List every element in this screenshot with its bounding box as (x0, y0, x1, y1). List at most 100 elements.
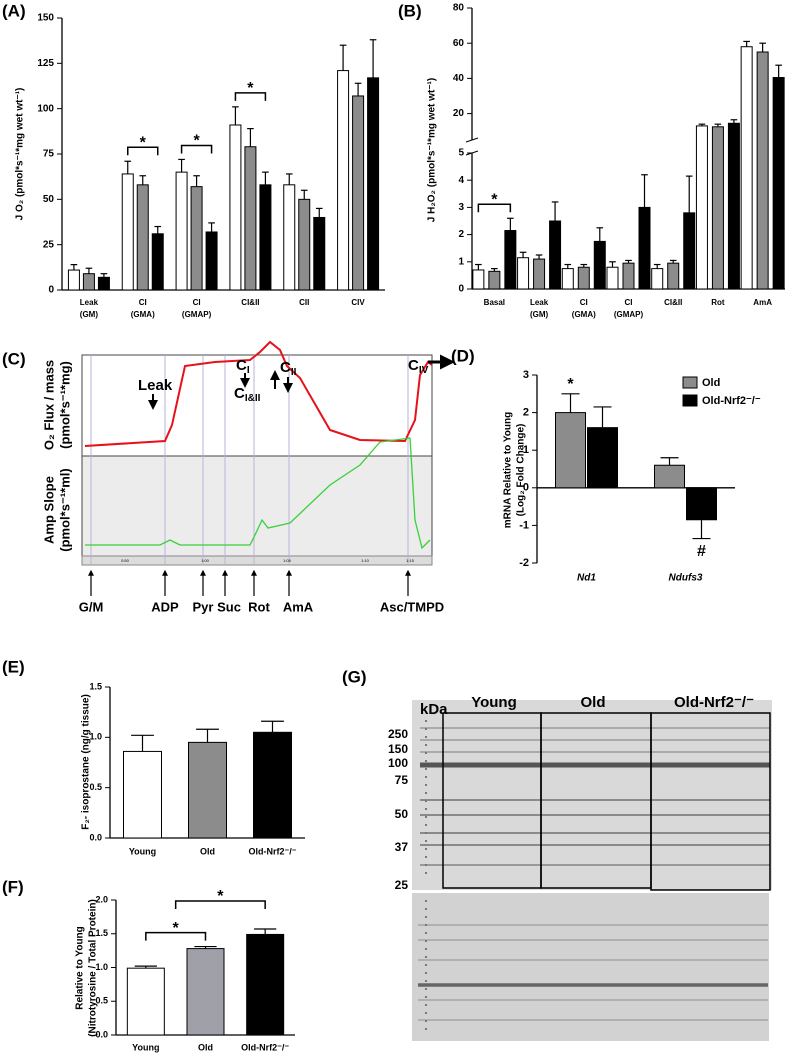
marker-label: 100 (388, 756, 408, 770)
y-tick-label: 5 (458, 148, 464, 159)
x-tick-label: Leak (530, 298, 549, 307)
bar (504, 230, 517, 290)
flux-trace (84, 340, 433, 447)
state-sub: I (247, 365, 250, 376)
x-tick-label: CI (193, 298, 201, 307)
y-tick-label: 2 (458, 229, 464, 240)
y-tick-label: 50 (43, 194, 55, 205)
y-axis-title: J O₂ (pmol*s⁻¹*mg wet wt⁻¹) (15, 88, 26, 221)
bar (683, 212, 696, 290)
x-tick-label: (GM) (80, 310, 99, 319)
x-tick-label: Basal (484, 298, 505, 307)
flux-plot (81, 354, 433, 457)
bar (188, 741, 227, 839)
y-tick-label: -2 (519, 557, 529, 569)
axis-break (465, 137, 479, 143)
bar (97, 276, 110, 291)
time-strip (81, 555, 433, 566)
y-axis-title: Amp Slope (41, 476, 56, 544)
significance-bracket (127, 146, 159, 156)
bar (593, 240, 606, 290)
bar (638, 206, 651, 290)
state-sub: IV (419, 365, 429, 376)
time-label: 1:15 (406, 558, 415, 563)
x-tick-label: (GMA) (572, 310, 596, 319)
significance-mark: * (140, 134, 147, 151)
bar (517, 257, 530, 290)
bar (606, 266, 619, 290)
bar (549, 220, 562, 290)
injection-label: Pyr (193, 599, 214, 614)
bar (253, 731, 292, 839)
bar (651, 268, 664, 290)
y-tick-label: 0 (48, 285, 54, 296)
blot-panel: (G) kDa Young Old Old-Nrf2⁻/⁻ 250 150 10… (342, 667, 772, 1041)
significance-mark: # (697, 543, 706, 560)
y-axis-title: F₂- isoprostane (ng/g tissue) (81, 694, 92, 830)
bar (313, 216, 326, 291)
blot-top (412, 700, 772, 890)
bar (259, 184, 272, 291)
bar (622, 262, 635, 290)
bar (587, 427, 618, 489)
time-label: 1:00 (201, 558, 210, 563)
x-tick-label: CIV (351, 298, 365, 307)
x-tick-label: (GMAP) (182, 310, 212, 319)
marker-label: 50 (395, 807, 409, 821)
blot-bottom (412, 893, 769, 1041)
panel-label: (C) (2, 349, 26, 368)
x-tick-label: Old (200, 846, 215, 856)
x-tick-label: Leak (80, 298, 99, 307)
y-tick-label: 4 (458, 175, 464, 186)
x-tick-label: Ndufs3 (669, 573, 703, 584)
bar (686, 487, 717, 521)
y-axis-title: (pmol*s⁻¹*ml) (57, 468, 72, 551)
bar (337, 70, 350, 291)
state-sub: II (291, 367, 297, 378)
x-tick-label: (GMAP) (614, 310, 644, 319)
bar (352, 95, 365, 291)
significance-bracket (180, 144, 213, 154)
y-tick-label: 20 (453, 108, 465, 119)
blot-bands (418, 720, 770, 1035)
y-tick-label: 1.5 (95, 928, 108, 938)
bar (82, 273, 95, 291)
significance-mark: * (173, 920, 180, 937)
lane-frames (442, 712, 771, 891)
x-tick-label: Old-Nrf2⁻/⁻ (241, 1042, 289, 1052)
bar (136, 184, 149, 291)
marker-label: 150 (388, 742, 408, 756)
x-tick-label: Old (198, 1042, 213, 1052)
unit-label: kDa (420, 701, 448, 718)
event-lines (90, 355, 409, 565)
bar (298, 198, 311, 291)
y-tick-label: 0 (458, 284, 464, 295)
trace-panel: (C) 0:50 1:00 1:05 1:10 1:15 O₂ Flux / m… (2, 340, 455, 614)
legend-label: Old (702, 377, 720, 389)
panel-label: (G) (342, 667, 367, 686)
panel-label: (A) (2, 1, 26, 20)
y-tick-label: 0.5 (89, 782, 102, 792)
y-tick-label: 1.5 (89, 681, 102, 691)
injection-label: Asc/TMPD (380, 599, 444, 614)
significance-mark: * (217, 888, 224, 905)
y-tick-label: 60 (453, 38, 465, 49)
bar (555, 412, 586, 489)
x-tick-label: Old-Nrf2⁻/⁻ (248, 846, 296, 856)
bar (367, 77, 380, 291)
bar (121, 173, 134, 291)
bar (175, 171, 188, 291)
bar (740, 46, 753, 290)
time-label: 1:05 (283, 558, 292, 563)
y-tick-label: 1.0 (89, 732, 102, 742)
y-tick-label: 25 (43, 239, 55, 250)
y-tick-label: 150 (37, 13, 54, 24)
bar (727, 122, 740, 290)
y-axis-title: mRNA Relative to Young (503, 412, 514, 529)
significance-mark: * (193, 133, 200, 150)
x-tick-label: Young (132, 1042, 159, 1052)
y-tick-label: 1.0 (95, 962, 108, 972)
x-tick-label: Nd1 (577, 573, 596, 584)
injection-label: Rot (248, 599, 270, 614)
x-tick-label: Rot (711, 298, 725, 307)
